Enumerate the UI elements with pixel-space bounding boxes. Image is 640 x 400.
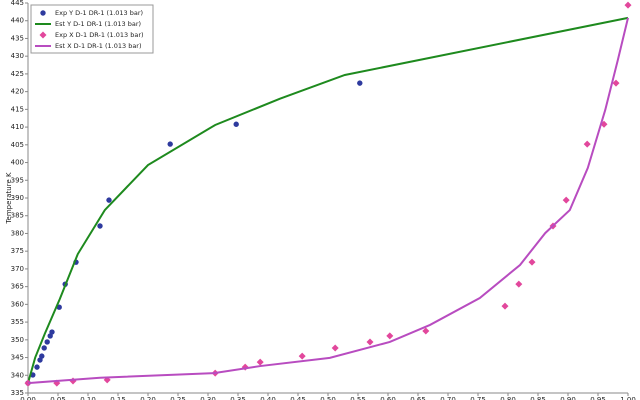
data-point (167, 141, 173, 147)
x-tick-label: 0.65 (410, 396, 426, 400)
y-tick-label: 380 (11, 229, 24, 237)
y-tick-label: 415 (11, 105, 24, 113)
x-tick-label: 0.10 (80, 396, 96, 400)
data-point (528, 258, 536, 266)
x-tick-label: 0.40 (260, 396, 276, 400)
data-point (233, 121, 239, 127)
data-point (69, 377, 77, 385)
y-tick-label: 360 (11, 300, 24, 308)
x-tick-label: 0.90 (560, 396, 576, 400)
data-point (366, 338, 374, 346)
data-point (41, 345, 47, 351)
y-tick-label: 345 (11, 354, 24, 362)
data-point (44, 339, 50, 345)
legend-swatch (40, 10, 46, 16)
y-tick-label: 410 (11, 123, 24, 131)
series-line (27, 16, 629, 384)
y-tick-label: 435 (11, 34, 24, 42)
x-tick-label: 0.95 (590, 396, 606, 400)
data-point (422, 327, 430, 335)
x-tick-label: 0.00 (20, 396, 36, 400)
y-tick-label: 395 (11, 176, 24, 184)
data-point (515, 280, 523, 288)
data-point (624, 1, 632, 9)
series-line (27, 17, 629, 385)
data-point (106, 197, 112, 203)
data-point (298, 352, 306, 360)
y-tick-label: 425 (11, 70, 24, 78)
legend-label: Est X D-1 DR-1 (1.013 bar) (55, 42, 142, 50)
y-tick-label: 355 (11, 318, 24, 326)
x-tick-label: 0.05 (50, 396, 66, 400)
y-tick-label: 335 (11, 389, 24, 397)
legend-box (30, 4, 154, 54)
y-tick-label: 375 (11, 247, 24, 255)
data-point (331, 344, 339, 352)
x-tick-label: 0.85 (530, 396, 546, 400)
x-tick-label: 0.75 (470, 396, 486, 400)
data-point (97, 223, 103, 229)
x-tick-label: 0.55 (350, 396, 366, 400)
y-axis-label: Temperature K (5, 172, 13, 225)
y-tick-label: 400 (11, 159, 24, 167)
data-point (49, 329, 55, 335)
y-tick-label: 445 (11, 0, 24, 7)
x-tick-label: 0.15 (110, 396, 126, 400)
y-tick-label: 405 (11, 141, 24, 149)
data-point (583, 140, 591, 148)
y-tick-label: 440 (11, 17, 24, 25)
data-point (34, 364, 40, 370)
legend-label: Exp Y D-1 DR-1 (1.013 bar) (55, 9, 143, 17)
x-tick-label: 0.50 (320, 396, 336, 400)
data-point (386, 332, 394, 340)
x-tick-label: 1.00 (620, 396, 636, 400)
data-point (612, 79, 620, 87)
x-tick-label: 0.80 (500, 396, 516, 400)
x-tick-label: 0.45 (290, 396, 306, 400)
data-point (39, 353, 45, 359)
x-tick-label: 0.70 (440, 396, 456, 400)
y-tick-label: 365 (11, 283, 24, 291)
x-tick-label: 0.30 (200, 396, 216, 400)
y-tick-label: 340 (11, 371, 24, 379)
x-tick-label: 0.20 (140, 396, 156, 400)
legend-label: Exp X D-1 DR-1 (1.013 bar) (55, 31, 144, 39)
y-tick-label: 420 (11, 88, 24, 96)
legend-label: Est Y D-1 DR-1 (1.013 bar) (55, 20, 141, 28)
x-tick-label: 0.35 (230, 396, 246, 400)
y-tick-label: 350 (11, 336, 24, 344)
y-tick-label: 370 (11, 265, 24, 273)
y-tick-label: 390 (11, 194, 24, 202)
data-point (357, 80, 363, 86)
data-point (562, 196, 570, 204)
data-point (501, 302, 509, 310)
y-tick-label: 385 (11, 212, 24, 220)
legend-swatch (39, 31, 47, 39)
x-tick-label: 0.25 (170, 396, 186, 400)
y-tick-label: 430 (11, 52, 24, 60)
data-point (256, 358, 264, 366)
x-tick-label: 0.60 (380, 396, 396, 400)
